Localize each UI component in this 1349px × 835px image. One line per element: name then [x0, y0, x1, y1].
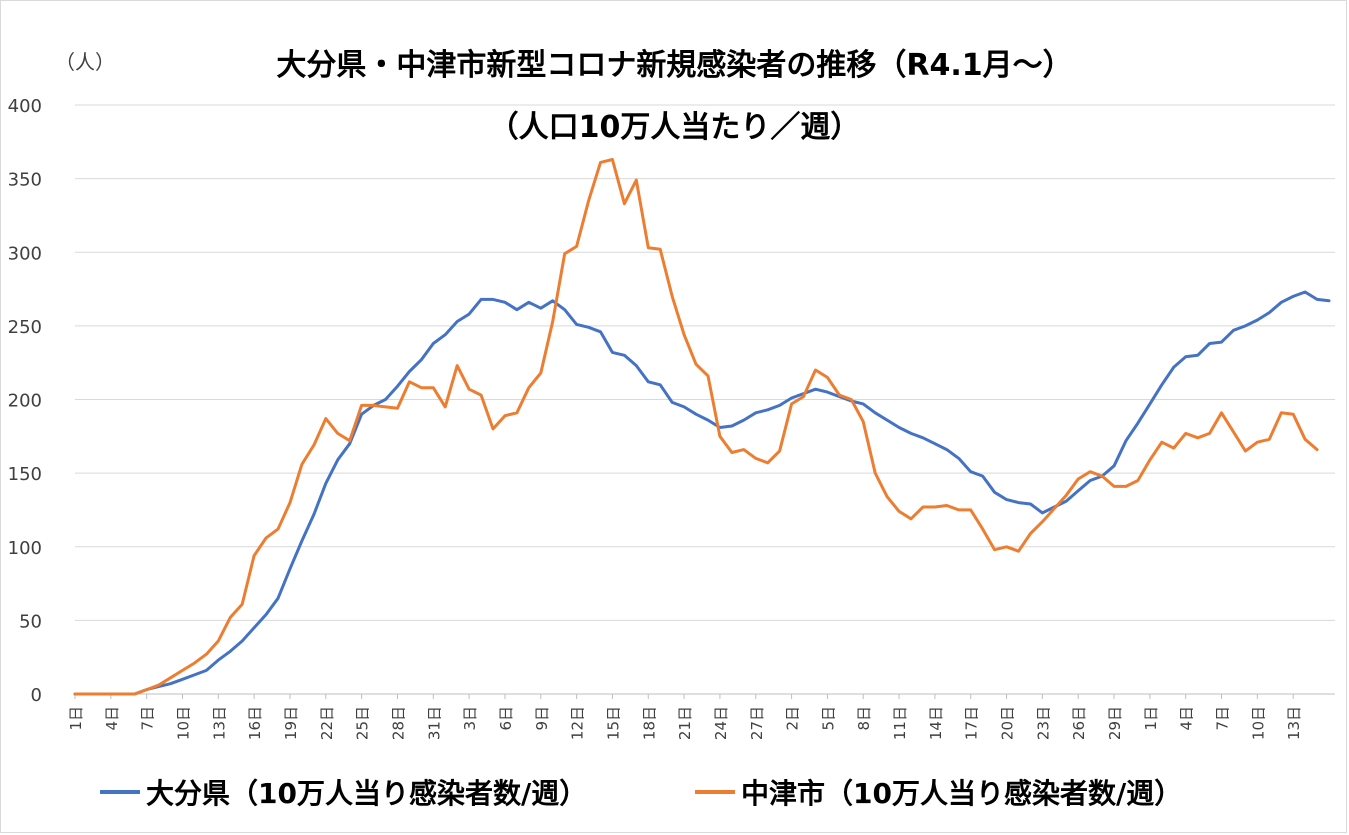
x-tick-label: 20日 [999, 706, 1017, 740]
x-tick-label: 13日 [1285, 706, 1303, 740]
x-tick-label: 2日 [784, 706, 802, 731]
y-tick-label: 100 [8, 538, 42, 559]
series-line-nakatsu [73, 158, 1319, 696]
x-tick-label: 6日 [497, 706, 515, 731]
x-tick-label: 4日 [1178, 706, 1196, 731]
x-tick-label: 14日 [927, 706, 945, 740]
x-tick-label: 16日 [246, 706, 264, 740]
y-tick-label: 0 [31, 685, 42, 706]
x-tick-label: 9日 [533, 706, 551, 731]
x-tick-label: 24日 [712, 706, 730, 740]
x-tick-label: 5日 [819, 706, 837, 731]
y-tick-label: 300 [8, 243, 42, 264]
series-line-oita [73, 290, 1331, 696]
x-tick-label: 26日 [1070, 706, 1088, 740]
legend-label-nakatsu: 中津市（10万人当り感染者数/週） [741, 777, 1183, 810]
x-tick-label: 1日 [67, 706, 85, 731]
x-tick-label: 19日 [282, 706, 300, 740]
x-tick-label: 1日 [1142, 706, 1160, 731]
x-tick-label: 17日 [963, 706, 981, 740]
y-tick-label: 200 [8, 391, 42, 412]
x-tick-label: 25日 [354, 706, 372, 740]
legend-line-nakatsu [695, 790, 735, 794]
y-tick-label: 400 [8, 96, 42, 117]
x-tick-label: 13日 [210, 706, 228, 740]
x-tick-label: 29日 [1106, 706, 1124, 740]
x-tick-label: 27日 [748, 706, 766, 740]
x-tick-label: 12日 [569, 706, 587, 740]
legend-item-nakatsu: 中津市（10万人当り感染者数/週） [695, 772, 1182, 812]
x-tick-label: 10日 [174, 706, 192, 740]
y-tick-label: 350 [8, 170, 42, 191]
y-tick-label: 250 [8, 317, 42, 338]
x-tick-label: 21日 [676, 706, 694, 740]
legend-label-oita: 大分県（10万人当り感染者数/週） [146, 777, 588, 810]
x-tick-label: 3日 [461, 706, 479, 731]
legend-line-oita [100, 790, 140, 794]
y-axis-unit-label: （人） [55, 50, 115, 74]
chart-title: 大分県・中津市新型コロナ新規感染者の推移（R4.1月～） [276, 48, 1073, 83]
y-tick-label: 50 [19, 611, 42, 632]
x-tick-label: 7日 [1214, 706, 1232, 731]
x-tick-label: 31日 [425, 706, 443, 740]
x-tick-label: 23日 [1034, 706, 1052, 740]
x-tick-label: 8日 [855, 706, 873, 731]
x-tick-label: 22日 [318, 706, 336, 740]
legend-item-oita: 大分県（10万人当り感染者数/週） [100, 772, 587, 812]
x-tick-label: 10日 [1249, 706, 1267, 740]
x-tick-label: 28日 [389, 706, 407, 740]
x-tick-label: 11日 [891, 706, 909, 740]
y-tick-label: 150 [8, 464, 42, 485]
x-tick-label: 7日 [139, 706, 157, 731]
x-tick-label: 18日 [640, 706, 658, 740]
x-tick-label: 15日 [604, 706, 622, 740]
chart-subtitle: （人口10万人当たり／週） [488, 110, 861, 145]
x-tick-label: 4日 [103, 706, 121, 731]
